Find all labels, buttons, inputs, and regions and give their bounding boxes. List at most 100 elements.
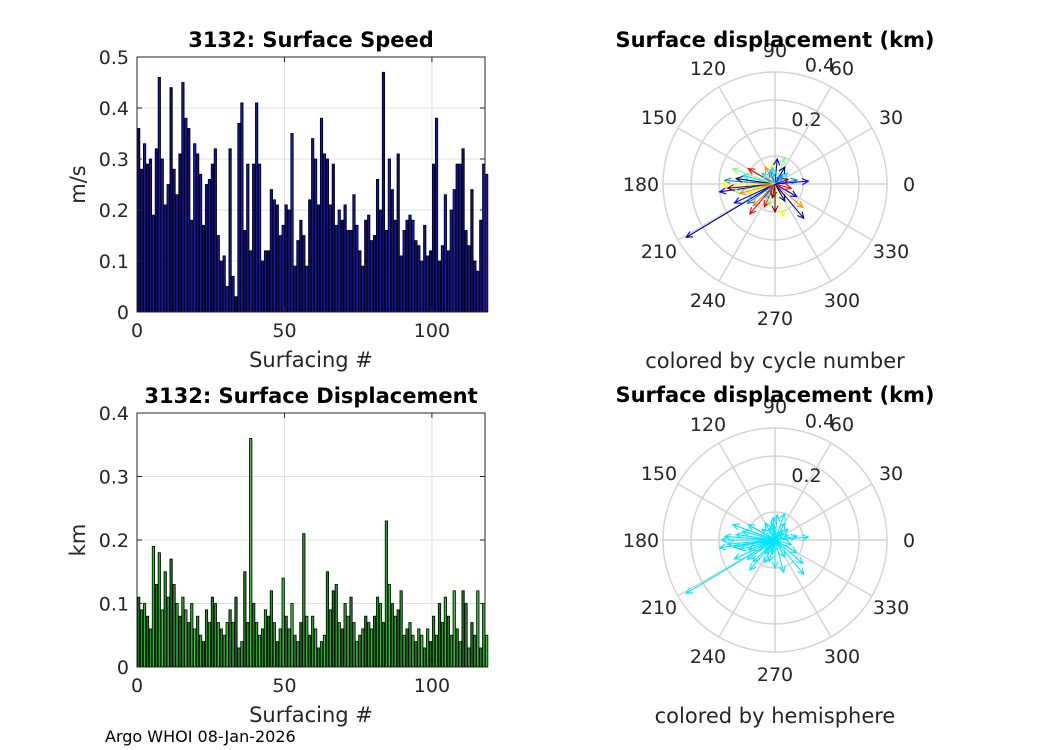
- bar: [275, 204, 279, 313]
- bar: [461, 148, 465, 313]
- bar: [328, 609, 332, 668]
- bar: [314, 628, 318, 668]
- bar: [446, 250, 450, 313]
- displacement-arrow: [774, 539, 792, 545]
- angle-label: 210: [641, 241, 677, 263]
- bar: [405, 628, 409, 668]
- bar: [196, 153, 200, 313]
- displacement-arrow: [747, 539, 776, 560]
- bar: [476, 270, 480, 313]
- bar: [151, 545, 155, 668]
- bar: [414, 240, 418, 313]
- displacement-arrowhead: [764, 546, 772, 555]
- polar-spoke: [774, 127, 873, 185]
- y-tick-label: 0.1: [99, 251, 129, 273]
- bar: [355, 224, 359, 313]
- bar: [458, 641, 462, 668]
- bar: [319, 117, 324, 313]
- bar: [201, 641, 206, 668]
- bar: [443, 194, 447, 313]
- bar: [240, 641, 244, 668]
- bar: [408, 622, 412, 668]
- displacement-arrowhead: [720, 536, 729, 544]
- bar: [151, 214, 155, 313]
- angle-label: 150: [641, 107, 677, 129]
- displacement-arrow: [774, 175, 783, 185]
- bar: [440, 245, 445, 313]
- bar: [237, 122, 241, 313]
- bar: [399, 255, 403, 313]
- bar: [346, 615, 350, 668]
- displacement-arrowhead: [764, 190, 772, 199]
- x-tick-label: 0: [131, 675, 143, 697]
- bar: [157, 552, 161, 668]
- displacement-arrow: [685, 539, 776, 594]
- angle-label: 210: [641, 597, 677, 619]
- displacement-arrow: [685, 183, 776, 238]
- displacement-arrow: [774, 539, 786, 558]
- displacement-arrowhead: [789, 546, 798, 554]
- bar: [284, 615, 288, 668]
- displacement-arrowhead: [767, 198, 775, 207]
- bar: [278, 235, 282, 313]
- displacement-arrowhead: [685, 231, 694, 239]
- bar: [284, 204, 288, 313]
- y-tick-label: 0.2: [99, 530, 129, 552]
- y-tick-label: 0.1: [99, 594, 129, 616]
- bar: [154, 148, 158, 313]
- angle-label: 300: [824, 290, 860, 312]
- displacement-arrowhead: [734, 175, 744, 183]
- displacement-arrowhead: [726, 184, 735, 192]
- bar: [216, 235, 220, 313]
- bar: [381, 622, 386, 668]
- displacement-arrow: [733, 539, 776, 548]
- bar: [196, 615, 200, 668]
- bar: [367, 214, 371, 313]
- bar: [190, 603, 194, 668]
- bar: [331, 590, 335, 668]
- bar: [219, 628, 223, 668]
- bar: [287, 628, 291, 668]
- displacement-arrowhead: [720, 180, 729, 188]
- bar: [266, 615, 271, 668]
- bar: [334, 584, 338, 668]
- bar: [449, 634, 453, 668]
- bar: [405, 219, 409, 313]
- bar: [352, 622, 356, 668]
- bar: [163, 571, 167, 668]
- displacement-arrow: [732, 524, 776, 541]
- bar: [437, 603, 442, 668]
- bar: [157, 77, 161, 313]
- bar: [222, 255, 226, 313]
- bar: [375, 596, 380, 668]
- displacement-arrowhead: [746, 196, 755, 204]
- displacement-arrow: [774, 183, 792, 189]
- bar: [432, 615, 436, 668]
- displacement-arrowhead: [795, 200, 804, 209]
- bar: [243, 229, 247, 313]
- bar: [384, 520, 388, 668]
- displacement-arrow: [774, 180, 809, 185]
- chart-caption: colored by hemisphere: [655, 704, 896, 728]
- bar: [281, 224, 285, 313]
- displacement-arrow: [733, 183, 776, 192]
- bar: [216, 622, 220, 668]
- y-axis-label: m/s: [66, 165, 90, 203]
- displacement-arrowhead: [773, 157, 781, 166]
- angle-label: 240: [690, 646, 726, 668]
- bar: [346, 229, 350, 313]
- bar: [343, 204, 347, 313]
- bar: [228, 609, 232, 668]
- bar: [370, 628, 374, 668]
- y-tick-label: 0.5: [99, 47, 129, 69]
- displacement-arrowhead: [781, 533, 790, 541]
- bar: [455, 163, 459, 313]
- bar: [349, 229, 353, 313]
- bar: [137, 596, 141, 668]
- bar: [361, 628, 365, 668]
- x-axis-label: Surfacing #: [249, 703, 373, 727]
- angle-label: 120: [690, 58, 726, 80]
- bar: [373, 235, 377, 313]
- displacement-arrow: [771, 523, 776, 541]
- displacement-arrow: [749, 539, 776, 571]
